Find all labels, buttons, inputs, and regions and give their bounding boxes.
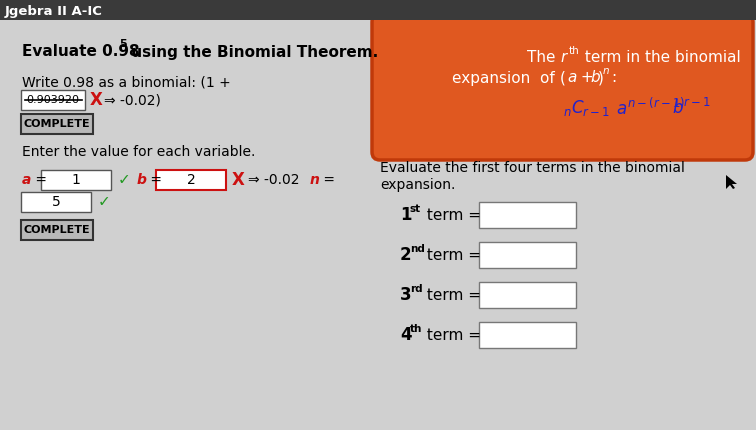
- FancyBboxPatch shape: [21, 90, 85, 110]
- FancyBboxPatch shape: [0, 0, 756, 20]
- Text: 2: 2: [187, 173, 195, 187]
- Text: 1: 1: [72, 173, 80, 187]
- Text: term =: term =: [422, 328, 481, 343]
- Text: ✓: ✓: [98, 194, 110, 209]
- Text: Write 0.98 as a binomial: (1 +: Write 0.98 as a binomial: (1 +: [22, 75, 231, 89]
- Text: $_{n}C_{r-1}$: $_{n}C_{r-1}$: [563, 98, 610, 118]
- Text: +: +: [576, 71, 599, 86]
- Text: The: The: [527, 50, 560, 65]
- FancyBboxPatch shape: [372, 14, 753, 160]
- Text: Evaluate the first four terms in the binomial: Evaluate the first four terms in the bin…: [380, 161, 685, 175]
- Text: th: th: [410, 324, 423, 334]
- FancyBboxPatch shape: [479, 282, 576, 308]
- Text: b: b: [137, 173, 147, 187]
- Text: Enter the value for each variable.: Enter the value for each variable.: [22, 145, 256, 159]
- FancyBboxPatch shape: [479, 242, 576, 268]
- FancyBboxPatch shape: [21, 220, 93, 240]
- Text: term =: term =: [422, 288, 481, 302]
- Text: Jgebra II A-IC: Jgebra II A-IC: [5, 4, 103, 18]
- Text: expansion  of: expansion of: [452, 71, 560, 86]
- Text: st: st: [410, 204, 421, 214]
- Text: COMPLETE: COMPLETE: [23, 225, 90, 235]
- Text: 5: 5: [119, 39, 126, 49]
- Text: ): ): [598, 71, 604, 86]
- FancyBboxPatch shape: [479, 322, 576, 348]
- Text: term =: term =: [422, 208, 481, 222]
- Text: X: X: [232, 171, 245, 189]
- FancyBboxPatch shape: [21, 192, 91, 212]
- Text: 5: 5: [51, 195, 60, 209]
- Text: nd: nd: [410, 244, 425, 254]
- Text: term =: term =: [422, 248, 481, 262]
- Text: expansion.: expansion.: [380, 178, 455, 192]
- Text: rd: rd: [410, 284, 423, 294]
- Text: r: r: [560, 50, 566, 65]
- Text: ⇒ -0.02): ⇒ -0.02): [104, 93, 161, 107]
- Text: ✓: ✓: [118, 172, 131, 187]
- Text: $a^{n-(r-1)}$: $a^{n-(r-1)}$: [616, 98, 685, 119]
- Text: (: (: [560, 71, 566, 86]
- Text: term in the binomial: term in the binomial: [580, 50, 741, 65]
- Text: COMPLETE: COMPLETE: [23, 119, 90, 129]
- Text: 0.903920: 0.903920: [26, 95, 79, 105]
- Text: n: n: [310, 173, 320, 187]
- Text: 3: 3: [400, 286, 411, 304]
- Text: :: :: [611, 71, 616, 86]
- Text: using the Binomial Theorem.: using the Binomial Theorem.: [126, 44, 378, 59]
- FancyBboxPatch shape: [21, 114, 93, 134]
- Text: =: =: [319, 173, 335, 187]
- Text: b: b: [590, 71, 600, 86]
- Text: n: n: [603, 66, 609, 76]
- Text: th: th: [569, 46, 580, 56]
- Text: ⇒ -0.02: ⇒ -0.02: [248, 173, 299, 187]
- Text: =: =: [146, 173, 162, 187]
- Text: X: X: [90, 91, 103, 109]
- FancyBboxPatch shape: [479, 202, 576, 228]
- FancyBboxPatch shape: [41, 170, 111, 190]
- Text: Evaluate 0.98: Evaluate 0.98: [22, 44, 140, 59]
- Text: a: a: [22, 173, 32, 187]
- Text: 2: 2: [400, 246, 411, 264]
- Text: =: =: [31, 173, 47, 187]
- FancyBboxPatch shape: [0, 20, 756, 430]
- FancyBboxPatch shape: [156, 170, 226, 190]
- Text: $b^{r-1}$: $b^{r-1}$: [672, 98, 711, 118]
- Text: 1: 1: [400, 206, 411, 224]
- Polygon shape: [726, 175, 737, 189]
- Text: 4: 4: [400, 326, 411, 344]
- Text: a: a: [567, 71, 576, 86]
